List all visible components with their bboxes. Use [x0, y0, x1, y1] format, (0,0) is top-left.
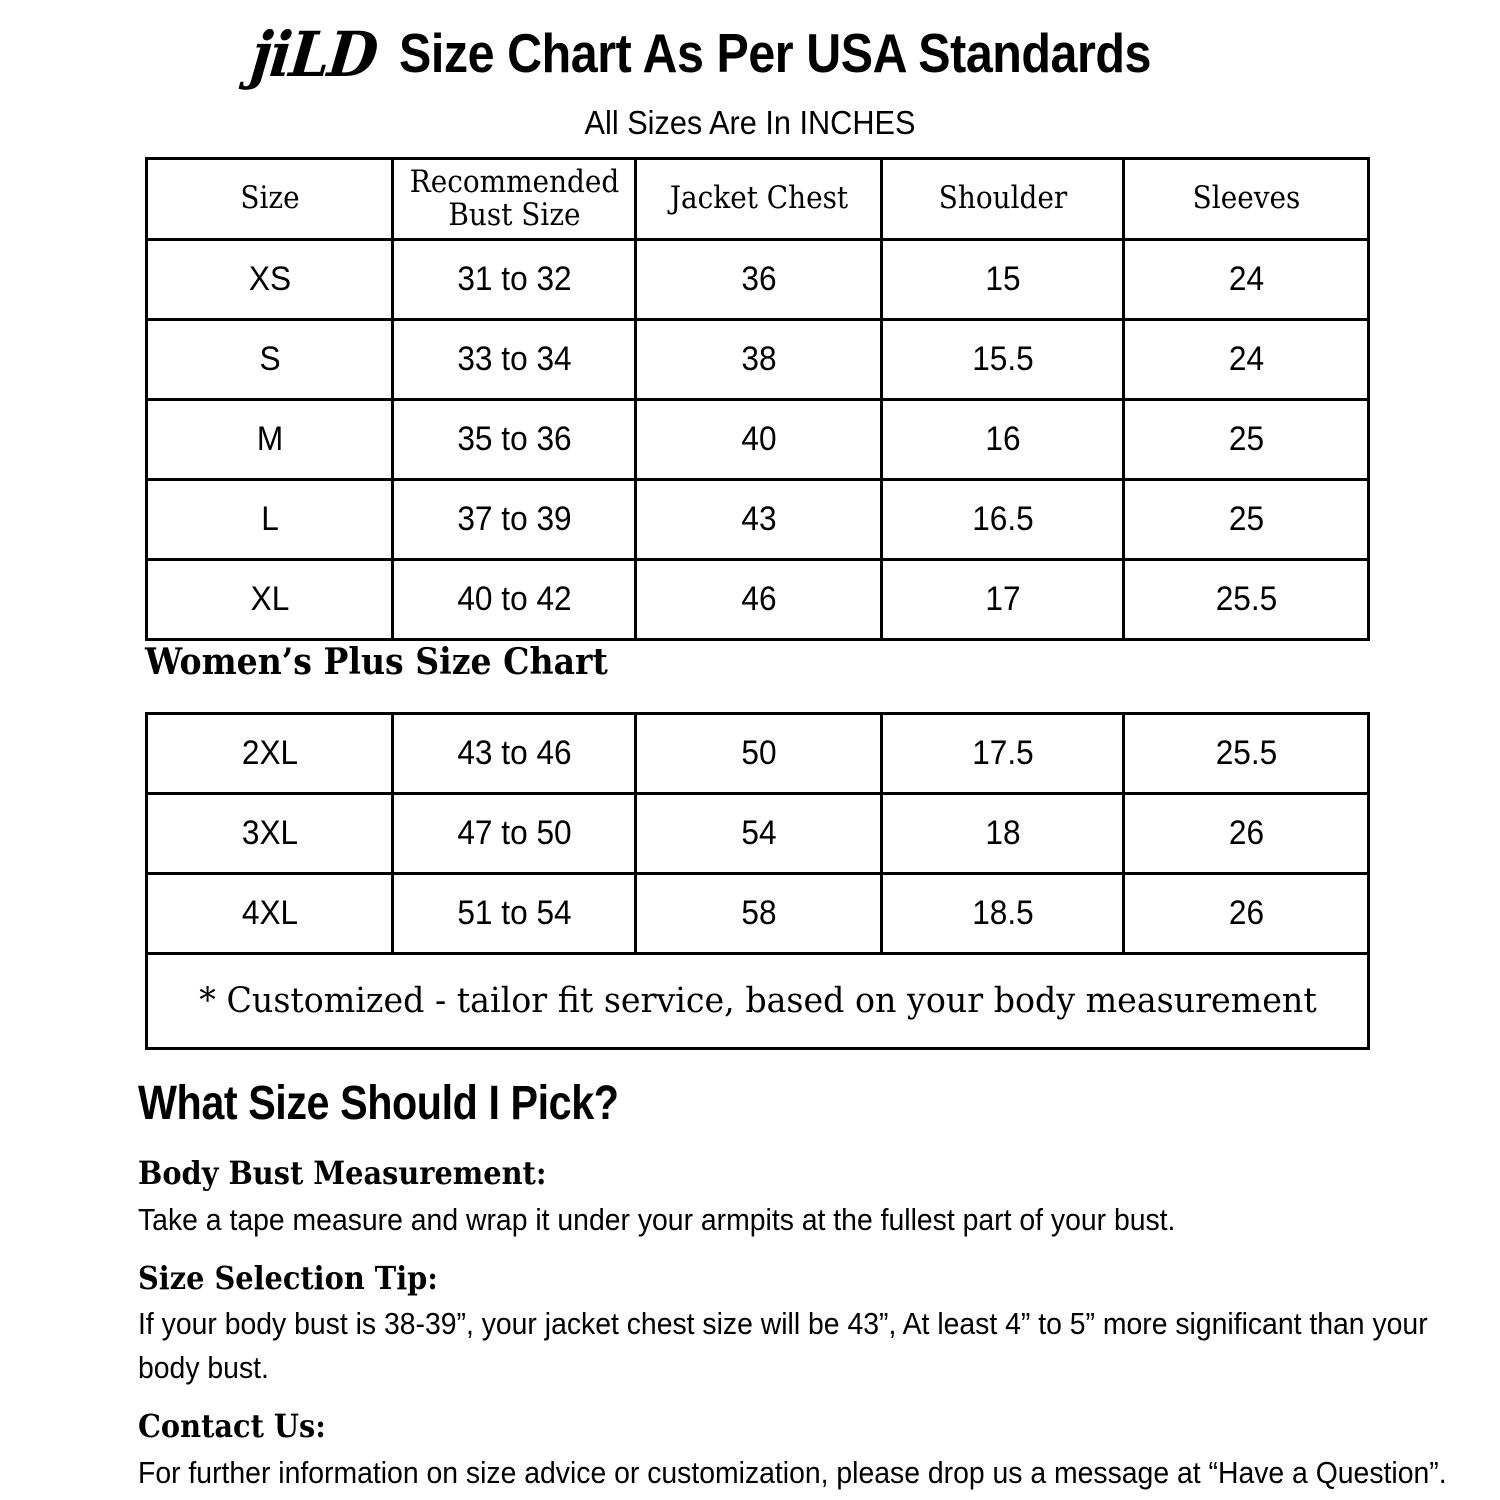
cell-sleeves: 25 [1130, 398, 1362, 481]
cell-shoulder: 17.5 [888, 712, 1117, 795]
brand-logo: jiLD [247, 18, 380, 91]
cell-shoulder: 18 [888, 792, 1117, 875]
table-row: 2XL 43 to 46 50 17.5 25.5 [147, 712, 1369, 795]
footnote-row: * Customized - tailor fit service, based… [147, 952, 1369, 1050]
column-header-size: Size [157, 157, 382, 241]
table-row: XL 40 to 42 46 17 25.5 [147, 558, 1369, 641]
cell-bust: 51 to 54 [399, 872, 629, 955]
cell-jacket-chest: 54 [642, 792, 875, 875]
cell-size: M [153, 398, 386, 481]
cell-bust: 33 to 34 [399, 318, 629, 401]
cell-sleeves: 26 [1130, 792, 1362, 875]
cell-bust: 31 to 32 [399, 238, 629, 321]
cell-size: XL [153, 558, 386, 641]
contact-us-body: For further information on size advice o… [138, 1455, 1447, 1491]
cell-bust: 35 to 36 [399, 398, 629, 481]
cell-jacket-chest: 58 [642, 872, 875, 955]
table-row: M 35 to 36 40 16 25 [147, 398, 1369, 481]
cell-bust: 37 to 39 [399, 478, 629, 561]
title-row: jiLD Size Chart As Per USA Standards [0, 18, 1500, 91]
column-header-bust: Recommended Bust Size [403, 157, 625, 241]
cell-shoulder: 18.5 [888, 872, 1117, 955]
plus-size-table: 2XL 43 to 46 50 17.5 25.5 3XL 47 to 50 5… [145, 712, 1370, 1050]
column-header-jacket-chest: Jacket Chest [646, 157, 871, 241]
cell-size: 3XL [153, 792, 386, 875]
size-selection-tip-heading: Size Selection Tip: [138, 1258, 438, 1297]
cell-shoulder: 16.5 [888, 478, 1117, 561]
cell-shoulder: 15 [888, 238, 1117, 321]
cell-size: XS [153, 238, 386, 321]
table-row: XS 31 to 32 36 15 24 [147, 238, 1369, 321]
cell-jacket-chest: 43 [642, 478, 875, 561]
cell-sleeves: 26 [1130, 872, 1362, 955]
column-header-shoulder: Shoulder [892, 157, 1113, 241]
cell-size: L [153, 478, 386, 561]
page-subtitle: All Sizes Are In INCHES [584, 104, 916, 141]
cell-bust: 43 to 46 [399, 712, 629, 795]
cell-sleeves: 25 [1130, 478, 1362, 561]
cell-size: 4XL [153, 872, 386, 955]
table-header-row: Size Recommended Bust Size Jacket Chest S… [147, 157, 1369, 241]
column-header-sleeves: Sleeves [1134, 157, 1358, 241]
size-selection-tip-body: If your body bust is 38-39”, your jacket… [138, 1306, 1428, 1386]
cell-sleeves: 25.5 [1130, 558, 1362, 641]
cell-sleeves: 24 [1130, 318, 1362, 401]
table-row: L 37 to 39 43 16.5 25 [147, 478, 1369, 561]
cell-sleeves: 25.5 [1130, 712, 1362, 795]
cell-shoulder: 15.5 [888, 318, 1117, 401]
bust-measurement-body: Take a tape measure and wrap it under yo… [138, 1201, 1176, 1237]
cell-size: S [153, 318, 386, 401]
contact-us-heading: Contact Us: [138, 1407, 326, 1446]
size-guidance-section: What Size Should I Pick? Body Bust Measu… [138, 1077, 1458, 1495]
cell-jacket-chest: 38 [642, 318, 875, 401]
plus-size-heading: Women’s Plus Size Chart [145, 641, 608, 683]
cell-shoulder: 16 [888, 398, 1117, 481]
cell-jacket-chest: 46 [642, 558, 875, 641]
table-row: S 33 to 34 38 15.5 24 [147, 318, 1369, 401]
table-row: 4XL 51 to 54 58 18.5 26 [147, 872, 1369, 955]
cell-jacket-chest: 36 [642, 238, 875, 321]
cell-sleeves: 24 [1130, 238, 1362, 321]
page-header: jiLD Size Chart As Per USA Standards All… [0, 0, 1500, 142]
cell-size: 2XL [153, 712, 386, 795]
main-size-table: Size Recommended Bust Size Jacket Chest S… [145, 157, 1370, 641]
cell-bust: 47 to 50 [399, 792, 629, 875]
cell-bust: 40 to 42 [399, 558, 629, 641]
bust-measurement-heading: Body Bust Measurement: [138, 1153, 547, 1192]
cell-jacket-chest: 50 [642, 712, 875, 795]
guidance-title: What Size Should I Pick? [138, 1077, 619, 1130]
cell-shoulder: 17 [888, 558, 1117, 641]
page-title: Size Chart As Per USA Standards [399, 22, 1152, 84]
cell-jacket-chest: 40 [642, 398, 875, 481]
customization-note: * Customized - tailor fit service, based… [175, 952, 1340, 1050]
table-row: 3XL 47 to 50 54 18 26 [147, 792, 1369, 875]
